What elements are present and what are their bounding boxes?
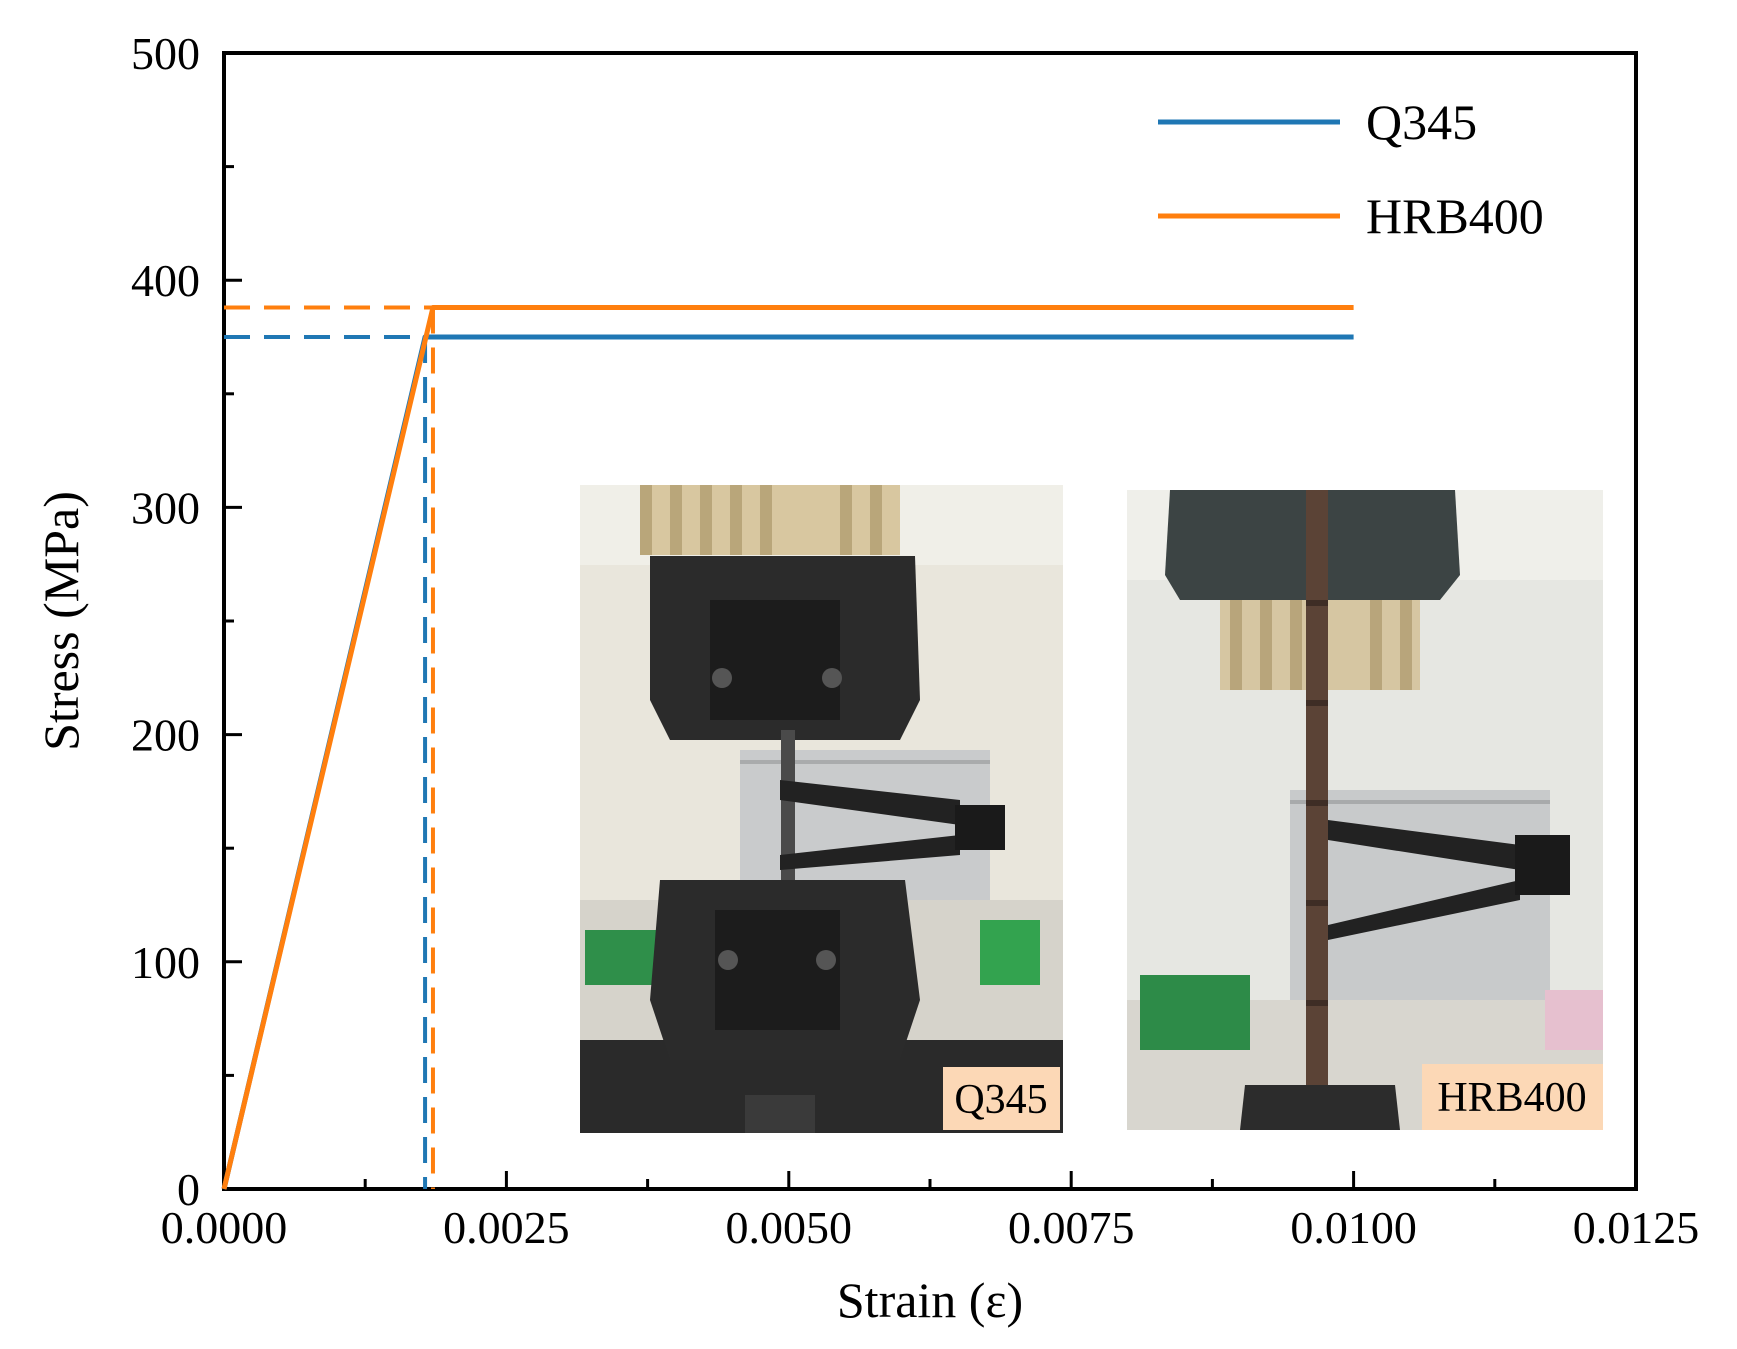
y-tick-label: 100 <box>131 937 200 988</box>
legend: Q345 HRB400 <box>1158 94 1544 244</box>
inset-label-bg-q345 <box>943 1067 1060 1130</box>
x-tick-label: 0.0075 <box>1008 1202 1135 1253</box>
series-layer <box>221 304 1354 1190</box>
inset-label-hrb400: HRB400 <box>1437 1075 1586 1121</box>
inset-label-q345: Q345 <box>954 1077 1047 1123</box>
y-tick-label: 500 <box>131 28 200 79</box>
y-axis-title: Stress (MPa) <box>33 491 89 751</box>
inset-photo-q345 <box>580 485 1063 1133</box>
x-tick-label: 0.0025 <box>443 1202 570 1253</box>
legend-label-hrb400: HRB400 <box>1366 188 1544 244</box>
y-axis-ticks: 0 100 200 300 400 500 <box>131 28 242 1215</box>
legend-label-q345: Q345 <box>1366 94 1477 150</box>
series-line-hrb400 <box>221 304 1354 1190</box>
x-axis-title: Strain (ε) <box>837 1272 1023 1328</box>
inset-label-bg-hrb400 <box>1422 1064 1603 1130</box>
y-tick-label: 0 <box>177 1164 200 1215</box>
x-tick-label: 0.0100 <box>1290 1202 1417 1253</box>
x-tick-label: 0.0000 <box>161 1202 288 1253</box>
x-axis-ticks: 0.0000 0.0025 0.0050 0.0075 0.0100 0.0125 <box>161 1171 1700 1253</box>
x-tick-label: 0.0050 <box>726 1202 853 1253</box>
x-tick-label: 0.0125 <box>1573 1202 1700 1253</box>
y-tick-label: 400 <box>131 255 200 306</box>
inset-photo-hrb400 <box>1127 490 1603 1130</box>
y-tick-label: 200 <box>131 710 200 761</box>
y-tick-label: 300 <box>131 482 200 533</box>
